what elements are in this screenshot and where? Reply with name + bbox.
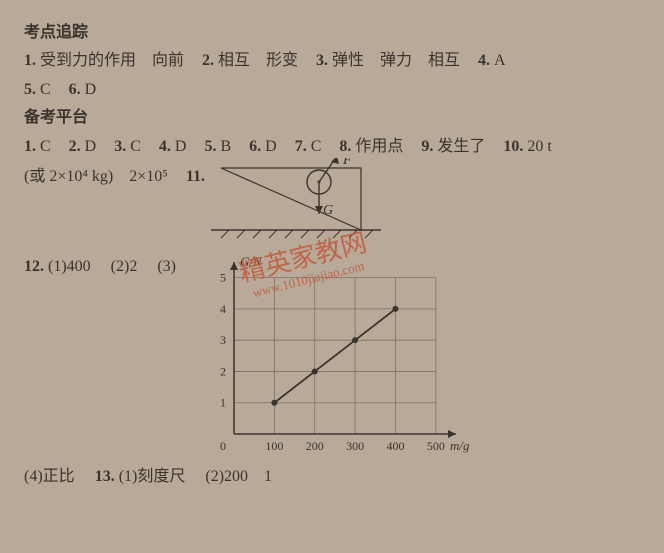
s2-n4: 4. — [159, 138, 171, 155]
s2-t9: 发生了 — [437, 138, 485, 155]
s1-n1: 1. — [24, 52, 36, 69]
s2-t3: C — [130, 138, 141, 155]
s2-q13-p2: (2)200 1 — [205, 468, 272, 485]
s2-line2-text: (或 2×10⁴ kg) 2×10⁵ — [24, 168, 168, 185]
section2-line1: 1. C 2. D 3. C 4. D 5. B 6. D 7. C 8. 作用… — [24, 134, 640, 160]
s2-t2: D — [85, 138, 97, 155]
s1-n6: 6. — [69, 81, 81, 98]
s2-n10: 10. — [503, 138, 523, 155]
fig-12-chart: 100 200 300 400 500 1 2 3 4 5 0 m/g G/N — [196, 252, 506, 462]
s2-n8: 8. — [339, 138, 351, 155]
s1-n3: 3. — [316, 52, 328, 69]
s1-t5: C — [40, 81, 51, 98]
section1-line2: 5. C 6. D — [24, 77, 640, 103]
svg-text:5: 5 — [220, 271, 226, 285]
svg-text:100: 100 — [265, 439, 283, 453]
s1-t6: D — [85, 81, 97, 98]
s2-t4: D — [175, 138, 187, 155]
svg-text:F: F — [342, 158, 352, 168]
s2-q12-p4: (4)正比 — [24, 468, 75, 485]
svg-text:400: 400 — [386, 439, 404, 453]
svg-text:G/N: G/N — [240, 254, 263, 269]
section2-q12: 12. (1)400 (2)2 (3) 100 200 300 400 500 1 2 3 4 5… — [24, 248, 640, 462]
s2-n1: 1. — [24, 138, 36, 155]
section1-title: 考点追踪 — [24, 20, 640, 46]
s2-t10: 20 t — [527, 138, 551, 155]
s2-n9: 9. — [421, 138, 433, 155]
svg-text:4: 4 — [220, 302, 226, 316]
s2-q12-p3: (3) — [157, 258, 176, 275]
s1-n2: 2. — [202, 52, 214, 69]
svg-text:1: 1 — [220, 396, 226, 410]
s2-n7: 7. — [295, 138, 307, 155]
s2-n3: 3. — [114, 138, 126, 155]
fig-11-force-diagram: F G — [211, 158, 381, 248]
s2-q12-p2: (2)2 — [111, 258, 138, 275]
svg-text:3: 3 — [220, 333, 226, 347]
s2-n5: 5. — [204, 138, 216, 155]
s1-n5: 5. — [24, 81, 36, 98]
s2-n6: 6. — [249, 138, 261, 155]
section1-line1: 1. 受到力的作用 向前 2. 相互 形变 3. 弹性 弹力 相互 4. A — [24, 48, 640, 74]
s2-q12-p1: (1)400 — [48, 258, 91, 275]
s2-n12: 12. — [24, 258, 44, 275]
s1-n4: 4. — [478, 52, 490, 69]
section2-title: 备考平台 — [24, 105, 640, 131]
s2-t8: 作用点 — [355, 138, 403, 155]
s2-n2: 2. — [69, 138, 81, 155]
svg-text:500: 500 — [427, 439, 445, 453]
section2-line2-with-fig11: (或 2×10⁴ kg) 2×10⁵ 11. F G — [24, 162, 640, 248]
section2-lastline: (4)正比 13. (1)刻度尺 (2)200 1 — [24, 464, 640, 490]
svg-text:m/g: m/g — [450, 438, 470, 453]
s2-t5: B — [220, 138, 231, 155]
s2-n13: 13. — [95, 468, 115, 485]
s2-t1: C — [40, 138, 51, 155]
s1-t2: 相互 形变 — [218, 52, 298, 69]
s2-q13-p1: (1)刻度尺 — [119, 468, 186, 485]
s2-n11: 11. — [186, 168, 205, 185]
svg-text:0: 0 — [220, 439, 226, 453]
s1-t3: 弹性 弹力 相互 — [332, 52, 460, 69]
svg-text:G: G — [323, 203, 333, 218]
s2-t6: D — [265, 138, 277, 155]
svg-text:2: 2 — [220, 364, 226, 378]
s1-t1: 受到力的作用 向前 — [40, 52, 184, 69]
s1-t4: A — [494, 52, 506, 69]
svg-text:300: 300 — [346, 439, 364, 453]
svg-text:200: 200 — [306, 439, 324, 453]
s2-t7: C — [311, 138, 322, 155]
